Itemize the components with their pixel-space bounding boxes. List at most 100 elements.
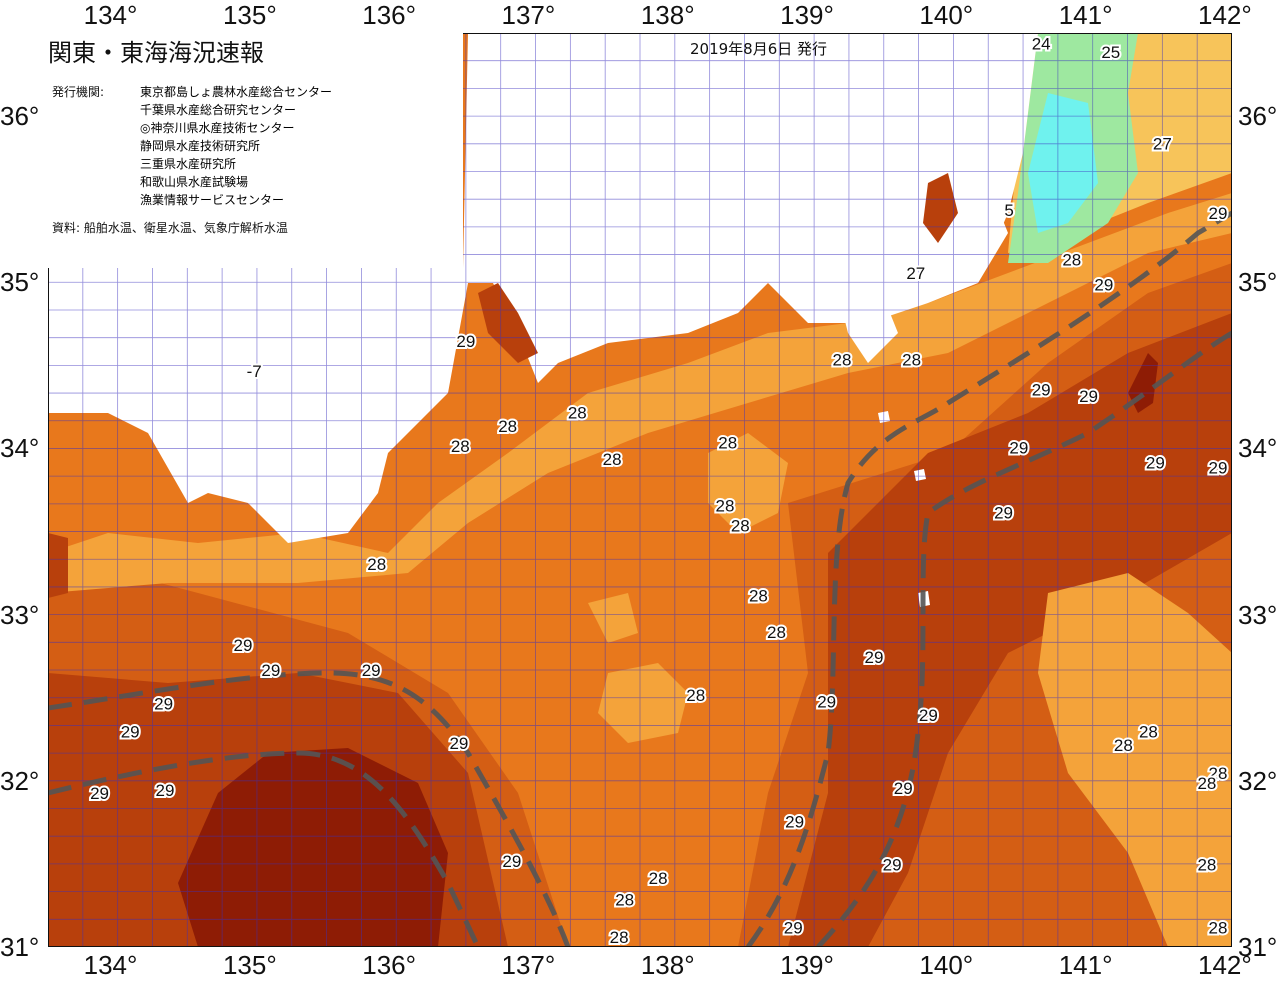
title-panel: 関東・東海海況速報 発行機関: 東京都島しょ農林水産総合センター 千葉県水産総合研… bbox=[48, 33, 463, 268]
warm-eddy bbox=[178, 748, 448, 947]
issue-date: 2019年8月6日 発行 bbox=[690, 40, 828, 58]
isotherm-label: 28 bbox=[686, 686, 705, 705]
isotherm-label: 27 bbox=[906, 264, 925, 283]
land-honshu bbox=[48, 33, 1038, 543]
lon-label-bottom: 138° bbox=[640, 950, 695, 980]
isotherm-label: 25 bbox=[1101, 43, 1120, 62]
isotherm-label: 29 bbox=[1209, 458, 1228, 477]
isotherm-label: 29 bbox=[449, 734, 468, 753]
issuer-item: 三重県水産研究所 bbox=[140, 157, 237, 171]
isotherm-label: 29 bbox=[1094, 276, 1113, 295]
isotherm-label: 29 bbox=[1079, 387, 1098, 406]
cool-patch-4 bbox=[588, 593, 638, 643]
lon-label-top: 134° bbox=[83, 0, 138, 30]
isotherm-label: 28 bbox=[902, 350, 921, 369]
lat-label-left: 34° bbox=[0, 433, 40, 464]
ise-bay bbox=[478, 283, 538, 363]
lon-label-bottom: 135° bbox=[222, 950, 277, 980]
isotherm-label: 28 bbox=[718, 433, 737, 452]
isotherm-label: 29 bbox=[90, 784, 109, 803]
lat-label-right: 34° bbox=[1238, 433, 1278, 464]
isotherm-label: 28 bbox=[649, 869, 668, 888]
lon-label-bottom: 141° bbox=[1058, 950, 1113, 980]
isotherm-label: 29 bbox=[817, 693, 836, 712]
isotherm-label: 28 bbox=[749, 586, 768, 605]
lat-label-left: 31° bbox=[0, 932, 40, 962]
kuroshio-core-east bbox=[788, 313, 1232, 947]
lon-label-bottom: 142° bbox=[1198, 950, 1252, 980]
land-island-sea bbox=[228, 363, 278, 443]
issuer-item: 千葉県水産総合研究センター bbox=[140, 103, 297, 117]
lat-label-right: 36° bbox=[1238, 101, 1278, 132]
issuer-item: 漁業情報サービスセンター bbox=[140, 193, 285, 207]
isotherm-label: 29 bbox=[1209, 204, 1228, 223]
isotherm-label: 28 bbox=[498, 417, 517, 436]
isotherm-label: 28 bbox=[1114, 736, 1133, 755]
lon-label-top: 142° bbox=[1198, 0, 1252, 30]
tokyo-bay bbox=[923, 173, 958, 243]
lon-label-bottom: 137° bbox=[501, 950, 556, 980]
lon-label-bottom: 140° bbox=[919, 950, 974, 980]
lon-label-top: 139° bbox=[780, 0, 834, 30]
isotherm-label: 29 bbox=[261, 661, 280, 680]
isotherm-label: 28 bbox=[767, 623, 786, 642]
lon-label-bottom: 139° bbox=[780, 950, 834, 980]
isotherm-label: 28 bbox=[615, 890, 634, 909]
isotherm-label: 29 bbox=[234, 636, 253, 655]
map-title: 関東・東海海況速報 bbox=[48, 39, 264, 67]
lon-label-bottom: 134° bbox=[83, 950, 138, 980]
issuer-item: 静岡県水産技術研究所 bbox=[140, 139, 261, 153]
issuers-label: 発行機関: bbox=[52, 85, 105, 99]
isotherm-label: 29 bbox=[502, 852, 521, 871]
isotherm-label: 29 bbox=[1009, 438, 1028, 457]
lon-label-top: 138° bbox=[640, 0, 695, 30]
isotherm-label: 29 bbox=[362, 661, 381, 680]
isotherm-label: 28 bbox=[1209, 764, 1228, 783]
isotherm-label: 29 bbox=[456, 332, 475, 351]
cold-core bbox=[1028, 93, 1098, 233]
isotherm-label: 5 bbox=[1004, 201, 1013, 220]
isotherm-label: 29 bbox=[121, 723, 140, 742]
lon-label-top: 137° bbox=[501, 0, 556, 30]
lat-label-left: 36° bbox=[0, 101, 40, 132]
isotherm-label: 28 bbox=[833, 350, 852, 369]
isotherm-label: 29 bbox=[154, 694, 173, 713]
lon-label-top: 136° bbox=[362, 0, 417, 30]
kuroshio-axis bbox=[48, 210, 1232, 947]
isotherm-label: 28 bbox=[731, 517, 750, 536]
lon-label-top: 140° bbox=[919, 0, 974, 30]
isotherm-label: 28 bbox=[1209, 919, 1228, 938]
isotherm-label: 27 bbox=[1153, 134, 1172, 153]
isotherm-label: 29 bbox=[1032, 380, 1051, 399]
lat-label-right: 35° bbox=[1238, 267, 1278, 298]
isotherm-label: 29 bbox=[156, 781, 175, 800]
isotherm-label: 29 bbox=[894, 779, 913, 798]
lat-label-left: 35° bbox=[0, 267, 40, 298]
lon-label-bottom: 136° bbox=[362, 950, 417, 980]
land-small-island-2 bbox=[914, 469, 926, 481]
isotherm-label: 28 bbox=[1062, 251, 1081, 270]
isotherm-label: 29 bbox=[883, 856, 902, 875]
lon-label-top: 135° bbox=[222, 0, 277, 30]
isotherm-label: 29 bbox=[1146, 453, 1165, 472]
isotherm-label: 28 bbox=[568, 404, 587, 423]
cool-patch-3 bbox=[708, 433, 788, 533]
osaka-bay-edge bbox=[48, 533, 68, 598]
isotherm-label: 28 bbox=[367, 555, 386, 574]
isotherm-label: 29 bbox=[865, 648, 884, 667]
isotherm-label: 28 bbox=[1197, 774, 1216, 793]
isotherm-label: 28 bbox=[610, 928, 629, 947]
isotherm-label: 29 bbox=[994, 503, 1013, 522]
isotherm-label: 29 bbox=[784, 919, 803, 938]
isotherm-label: 29 bbox=[919, 706, 938, 725]
land-izu bbox=[838, 283, 898, 363]
isotherm-label: 24 bbox=[1032, 35, 1051, 54]
isotherm-label: 28 bbox=[603, 450, 622, 469]
issuer-item: ◎神奈川県水産技術センター bbox=[140, 121, 295, 135]
issuer-item: 東京都島しょ農林水産総合センター bbox=[140, 85, 333, 99]
isotherm-label: 29 bbox=[785, 812, 804, 831]
lat-label-left: 32° bbox=[0, 765, 40, 796]
lat-label-right: 33° bbox=[1238, 599, 1278, 630]
